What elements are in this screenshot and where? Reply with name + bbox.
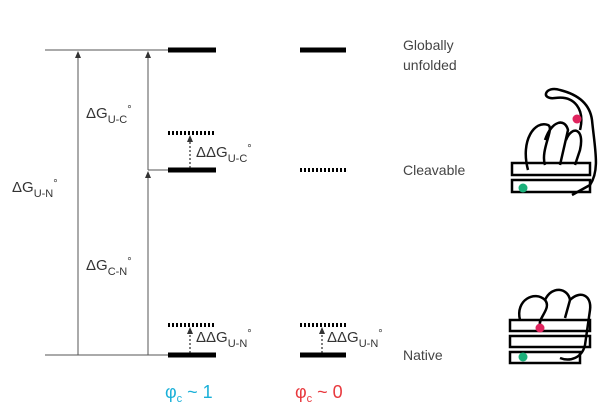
strand <box>510 161 592 177</box>
superscript: ° <box>247 143 251 155</box>
symbol: ΔΔG <box>196 144 228 161</box>
site <box>518 352 528 362</box>
state-label: Cleavable <box>403 162 465 178</box>
subscript: U-N <box>34 188 54 200</box>
strand <box>508 334 592 349</box>
column-label: φc ~ 0 <box>295 382 343 405</box>
symbol: ΔG <box>86 105 108 122</box>
arrows <box>75 51 325 355</box>
site <box>535 323 545 333</box>
superscript: ° <box>127 104 131 116</box>
subscript: U-N <box>359 338 379 350</box>
strand <box>510 178 592 194</box>
site <box>518 183 528 193</box>
state-label: Native <box>403 347 443 363</box>
subscript: c <box>177 393 183 405</box>
subscript: U-C <box>228 153 248 165</box>
subscript: c <box>307 393 313 405</box>
energy-label: ΔGC-N° <box>86 256 132 278</box>
relation: ~ 1 <box>182 382 213 402</box>
protein-cleavable-icon <box>510 87 598 197</box>
symbol: ΔG <box>86 257 108 274</box>
levels <box>45 47 346 358</box>
state-label: unfolded <box>403 57 457 73</box>
superscript: ° <box>378 328 382 340</box>
strand <box>508 350 582 365</box>
relation: ~ 0 <box>312 382 343 402</box>
energy-label: ΔΔGU-C° <box>196 143 252 165</box>
state-label: Globally <box>403 37 454 53</box>
column-label: φc ~ 1 <box>165 382 213 405</box>
symbol: φ <box>165 382 177 402</box>
symbol: φ <box>295 382 307 402</box>
symbol: ΔΔG <box>196 329 228 346</box>
energy-label: ΔGU-C° <box>86 104 132 126</box>
subscript: U-N <box>228 338 248 350</box>
superscript: ° <box>247 328 251 340</box>
superscript: ° <box>53 178 57 190</box>
energy-label: ΔΔGU-N° <box>196 328 252 350</box>
superscript: ° <box>127 256 131 268</box>
energy-label: ΔGU-N° <box>12 178 58 200</box>
subscript: U-C <box>108 114 128 126</box>
site <box>572 114 582 124</box>
subscript: C-N <box>108 266 128 278</box>
symbol: ΔG <box>12 179 34 196</box>
protein-native-icon <box>508 288 592 365</box>
energy-label: ΔΔGU-N° <box>327 328 383 350</box>
strand <box>508 318 592 333</box>
symbol: ΔΔG <box>327 329 359 346</box>
